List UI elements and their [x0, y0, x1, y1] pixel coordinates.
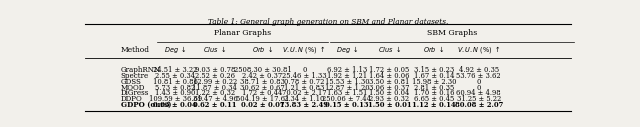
Text: 1.21 ± 0.83: 1.21 ± 0.83 — [284, 84, 324, 92]
Text: 3.15 ± 0.23: 3.15 ± 0.23 — [414, 67, 454, 75]
Text: 12.99 ± 0.22: 12.99 ± 0.22 — [193, 78, 237, 86]
Text: 1.70 ± 0.16: 1.70 ± 0.16 — [414, 89, 454, 97]
Text: $\it{Orb}$ $\downarrow$: $\it{Orb}$ $\downarrow$ — [424, 45, 445, 54]
Text: 2.52 ± 0.26: 2.52 ± 0.26 — [195, 72, 235, 80]
Text: 11.87 ± 0.34: 11.87 ± 0.34 — [193, 84, 237, 92]
Text: 3.06 ± 0.37: 3.06 ± 0.37 — [369, 84, 410, 92]
Text: DDPO: DDPO — [121, 95, 143, 103]
Text: 73.83 ± 2.49: 73.83 ± 2.49 — [280, 101, 328, 109]
Text: $\it{Clus}$ $\downarrow$: $\it{Clus}$ $\downarrow$ — [378, 45, 401, 54]
Text: $\it{Clus}$ $\downarrow$: $\it{Clus}$ $\downarrow$ — [204, 45, 227, 54]
Text: 9.03 ± 0.78: 9.03 ± 0.78 — [195, 67, 235, 75]
Text: GDSS: GDSS — [121, 78, 141, 86]
Text: $\it{V.U.N}$ $(\%)$ $\uparrow$: $\it{V.U.N}$ $(\%)$ $\uparrow$ — [282, 44, 326, 55]
Text: 0.15 ± 0.13: 0.15 ± 0.13 — [325, 101, 369, 109]
Text: 1.72 ± 0.44: 1.72 ± 0.44 — [243, 89, 283, 97]
Text: Spectre: Spectre — [121, 72, 149, 80]
Text: 38.71 ± 0.83: 38.71 ± 0.83 — [240, 78, 285, 86]
Text: 60.94 ± 4.98: 60.94 ± 4.98 — [456, 89, 501, 97]
Text: 6.92 ± 1.13: 6.92 ± 1.13 — [327, 67, 367, 75]
Text: 6.65 ± 0.45: 6.65 ± 0.45 — [414, 95, 454, 103]
Text: 3.50 ± 0.81: 3.50 ± 0.81 — [369, 78, 410, 86]
Text: 2.93 ± 0.32: 2.93 ± 0.32 — [369, 95, 410, 103]
Text: 12.87 ± 1.20: 12.87 ± 1.20 — [324, 84, 369, 92]
Text: 0.62 ± 0.11: 0.62 ± 0.11 — [193, 101, 237, 109]
Text: 0.02 ± 0.01: 0.02 ± 0.01 — [241, 101, 284, 109]
Text: 250.06 ± 7.44: 250.06 ± 7.44 — [323, 95, 371, 103]
Text: 24.51 ± 3.22: 24.51 ± 3.22 — [153, 67, 197, 75]
Text: 2508.30 ± 30.81: 2508.30 ± 30.81 — [234, 67, 291, 75]
Text: 70.02 ± 2.17: 70.02 ± 2.17 — [282, 89, 326, 97]
Text: Table 1: General graph generation on SBM and Planar datasets.: Table 1: General graph generation on SBM… — [208, 18, 448, 26]
Text: 30.62 ± 0.67: 30.62 ± 0.67 — [240, 84, 285, 92]
Text: GDPO (ours): GDPO (ours) — [121, 101, 171, 109]
Text: 504.19 ± 17.61: 504.19 ± 17.61 — [236, 95, 289, 103]
Text: 15.98 ± 2.30: 15.98 ± 2.30 — [412, 78, 456, 86]
Text: $\it{Orb}$ $\downarrow$: $\it{Orb}$ $\downarrow$ — [252, 45, 273, 54]
Text: Planar Graphs: Planar Graphs — [214, 29, 271, 37]
Text: 1.92 ± 1.21: 1.92 ± 1.21 — [327, 72, 367, 80]
Text: $\it{V.U.N}$ $(\%)$ $\uparrow$: $\it{V.U.N}$ $(\%)$ $\uparrow$ — [457, 44, 500, 55]
Text: 2.81 ± 0.35: 2.81 ± 0.35 — [414, 84, 454, 92]
Text: 1.63 ± 1.51: 1.63 ± 1.51 — [326, 89, 367, 97]
Text: 4.92 ± 0.35: 4.92 ± 0.35 — [459, 67, 499, 75]
Text: 15.53 ± 1.30: 15.53 ± 1.30 — [324, 78, 369, 86]
Text: 0: 0 — [302, 67, 307, 75]
Text: 0.03 ± 0.04: 0.03 ± 0.04 — [154, 101, 197, 109]
Text: 1.43 ± 0.90: 1.43 ± 0.90 — [155, 89, 195, 97]
Text: SBM Graphs: SBM Graphs — [427, 29, 477, 37]
Text: 80.08 ± 2.07: 80.08 ± 2.07 — [454, 101, 503, 109]
Text: DiGress: DiGress — [121, 89, 149, 97]
Text: 1.22 ± 0.32: 1.22 ± 0.32 — [195, 89, 235, 97]
Text: 31.25 ± 5.22: 31.25 ± 5.22 — [457, 95, 501, 103]
Text: 1.64 ± 0.06: 1.64 ± 0.06 — [369, 72, 410, 80]
Text: GraphRNN: GraphRNN — [121, 67, 161, 75]
Text: 0: 0 — [477, 78, 481, 86]
Text: 1.72 ± 0.05: 1.72 ± 0.05 — [369, 67, 410, 75]
Text: 31.47 ± 4.96: 31.47 ± 4.96 — [193, 95, 237, 103]
Text: 1.67 ± 0.14: 1.67 ± 0.14 — [414, 72, 454, 80]
Text: MOOD: MOOD — [121, 84, 145, 92]
Text: 53.76 ± 3.62: 53.76 ± 3.62 — [456, 72, 501, 80]
Text: 10.81 ± 0.86: 10.81 ± 0.86 — [153, 78, 198, 86]
Text: $\it{Deg}$ $\downarrow$: $\it{Deg}$ $\downarrow$ — [335, 44, 358, 55]
Text: $\it{Deg}$ $\downarrow$: $\it{Deg}$ $\downarrow$ — [164, 44, 186, 55]
Text: 0.78 ± 0.72: 0.78 ± 0.72 — [284, 78, 324, 86]
Text: Method: Method — [121, 46, 150, 54]
Text: 109.59 ± 36.69: 109.59 ± 36.69 — [148, 95, 202, 103]
Text: 2.42 ± 0.37: 2.42 ± 0.37 — [243, 72, 283, 80]
Text: 2.55 ± 0.34: 2.55 ± 0.34 — [155, 72, 195, 80]
Text: 1.50 ± 0.01: 1.50 ± 0.01 — [368, 101, 412, 109]
Text: 1.12 ± 0.14: 1.12 ± 0.14 — [412, 101, 456, 109]
Text: 0: 0 — [477, 84, 481, 92]
Text: 1.50 ± 0.04: 1.50 ± 0.04 — [369, 89, 410, 97]
Text: 5.73 ± 0.82: 5.73 ± 0.82 — [155, 84, 195, 92]
Text: 2.34 ± 1.10: 2.34 ± 1.10 — [284, 95, 324, 103]
Text: 25.46 ± 1.33: 25.46 ± 1.33 — [282, 72, 326, 80]
